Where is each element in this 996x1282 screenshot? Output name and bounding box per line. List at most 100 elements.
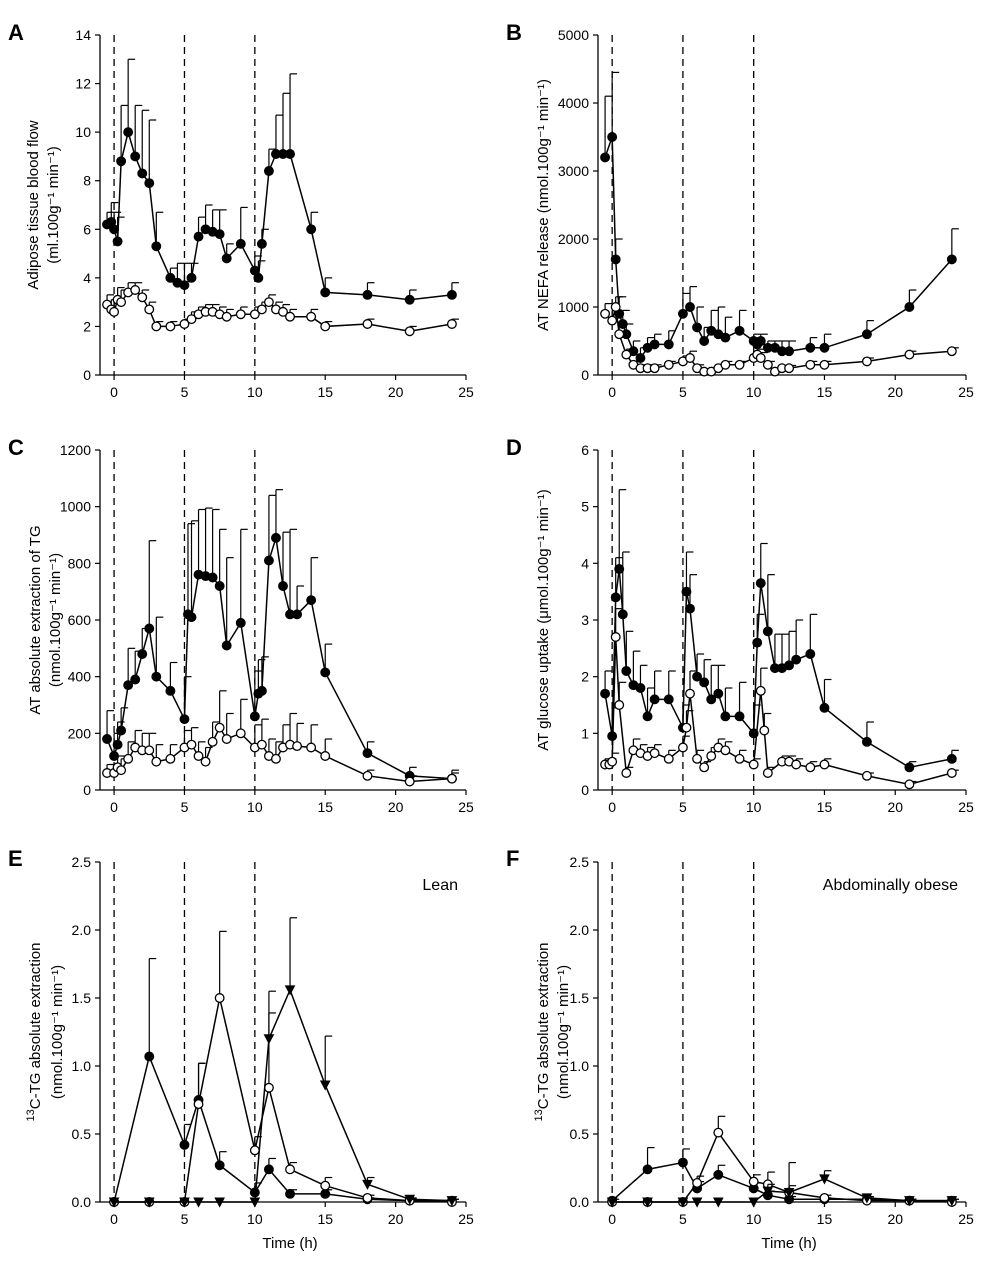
data-point [649,363,660,374]
data-point [663,339,674,350]
panel-letter: D [506,435,522,460]
series-open-circle [102,690,459,787]
data-point [720,332,731,343]
data-point [685,688,695,699]
x-tick-label: 0 [608,1211,616,1227]
x-tick-label: 0 [608,799,616,815]
data-point [713,1169,724,1180]
data-point [681,586,692,597]
data-point [404,326,415,337]
data-point [706,694,717,705]
data-point [221,311,232,322]
data-point [748,1197,760,1208]
x-tick-label: 20 [887,1211,903,1227]
data-point [165,753,176,764]
y-axis-label: AT glucose uptake (μmol.100g⁻¹ min⁻¹) [535,489,552,751]
data-point [610,254,621,265]
data-point [249,711,260,722]
y-tick-label: 6 [83,221,91,237]
data-point [306,224,317,235]
y-tick-label: 2.5 [72,854,92,870]
series-line [113,1054,452,1203]
y-tick-label: 600 [68,612,92,628]
data-point [663,694,674,705]
data-point [681,722,692,733]
data-point [137,168,148,179]
data-point [221,640,232,651]
x-tick-label: 15 [817,799,833,815]
y-tick-label: 3 [581,612,589,628]
data-point [112,236,123,247]
x-axis-label: Time (h) [262,1235,317,1252]
data-point [621,666,632,676]
y-tick-label: 1.0 [72,1058,92,1074]
y-tick-label: 0.5 [570,1126,590,1142]
x-tick-label: 15 [317,384,333,400]
y-tick-label: 3000 [558,163,589,179]
x-tick-label: 20 [887,799,903,815]
data-point [663,753,674,764]
data-point [214,229,225,240]
y-tick-label: 2.5 [570,854,590,870]
data-point [805,342,816,353]
x-tick-label: 15 [317,799,333,815]
data-point [607,132,618,142]
data-point [621,768,632,778]
data-point [285,1188,295,1199]
data-point [112,739,123,750]
panel-a: A 0 2 4 6 8 10 12 14 0 5 10 15 20 25 Adipose tissue blo… [8,20,474,400]
data-point [784,346,795,357]
y-axis-label: (nmol.100g⁻¹ min⁻¹) [47,553,64,687]
data-point [165,321,176,332]
data-point [292,741,303,752]
series-line [106,537,452,780]
y-tick-label: 0 [581,367,589,383]
data-point [784,660,795,671]
panel-e: E 0.0 0.5 1.0 1.5 2.0 2.5 0 5 10 15 20 25 13C-TG abso… [8,846,474,1252]
x-tick-label: 15 [817,1211,833,1227]
data-point [362,289,373,300]
data-point [263,297,274,308]
group-annotation: Abdominally obese [823,877,958,894]
series-open-circle [109,930,457,1207]
data-point [144,623,155,634]
data-point [130,674,141,685]
data-point [214,1197,225,1208]
y-axis-label: (nmol.100g⁻¹ min⁻¹) [49,965,66,1099]
data-point [108,1197,120,1208]
y-tick-label: 6 [581,442,589,458]
data-point [607,756,618,767]
data-point [748,759,759,770]
data-point [123,753,134,764]
y-axis-label: (ml.100g⁻¹ min⁻¹) [45,146,62,264]
data-point [193,231,204,242]
data-point [783,1187,795,1199]
data-point [320,751,331,761]
panel-letter: F [506,846,519,871]
x-tick-label: 5 [679,799,687,815]
data-point [635,683,646,693]
x-tick-label: 10 [746,384,762,400]
y-tick-label: 200 [68,725,92,741]
y-axis-label: (nmol.100g⁻¹ min⁻¹) [555,965,572,1099]
y-tick-label: 0.5 [72,1126,92,1142]
data-point [144,1051,155,1062]
x-tick-label: 10 [746,1211,762,1227]
x-tick-label: 25 [458,384,474,400]
data-point [762,1186,774,1197]
data-point [861,1193,873,1204]
data-point [179,319,190,329]
data-point [271,753,281,764]
x-tick-label: 5 [181,799,189,815]
series-open-circle [600,296,959,377]
data-point [791,654,802,665]
y-tick-label: 12 [75,76,91,92]
data-point [186,739,197,750]
data-point [752,637,763,648]
data-point [734,325,745,336]
data-point [151,756,162,767]
data-point [285,311,295,322]
data-point [819,702,830,713]
data-point [692,671,703,682]
data-point [600,308,611,319]
